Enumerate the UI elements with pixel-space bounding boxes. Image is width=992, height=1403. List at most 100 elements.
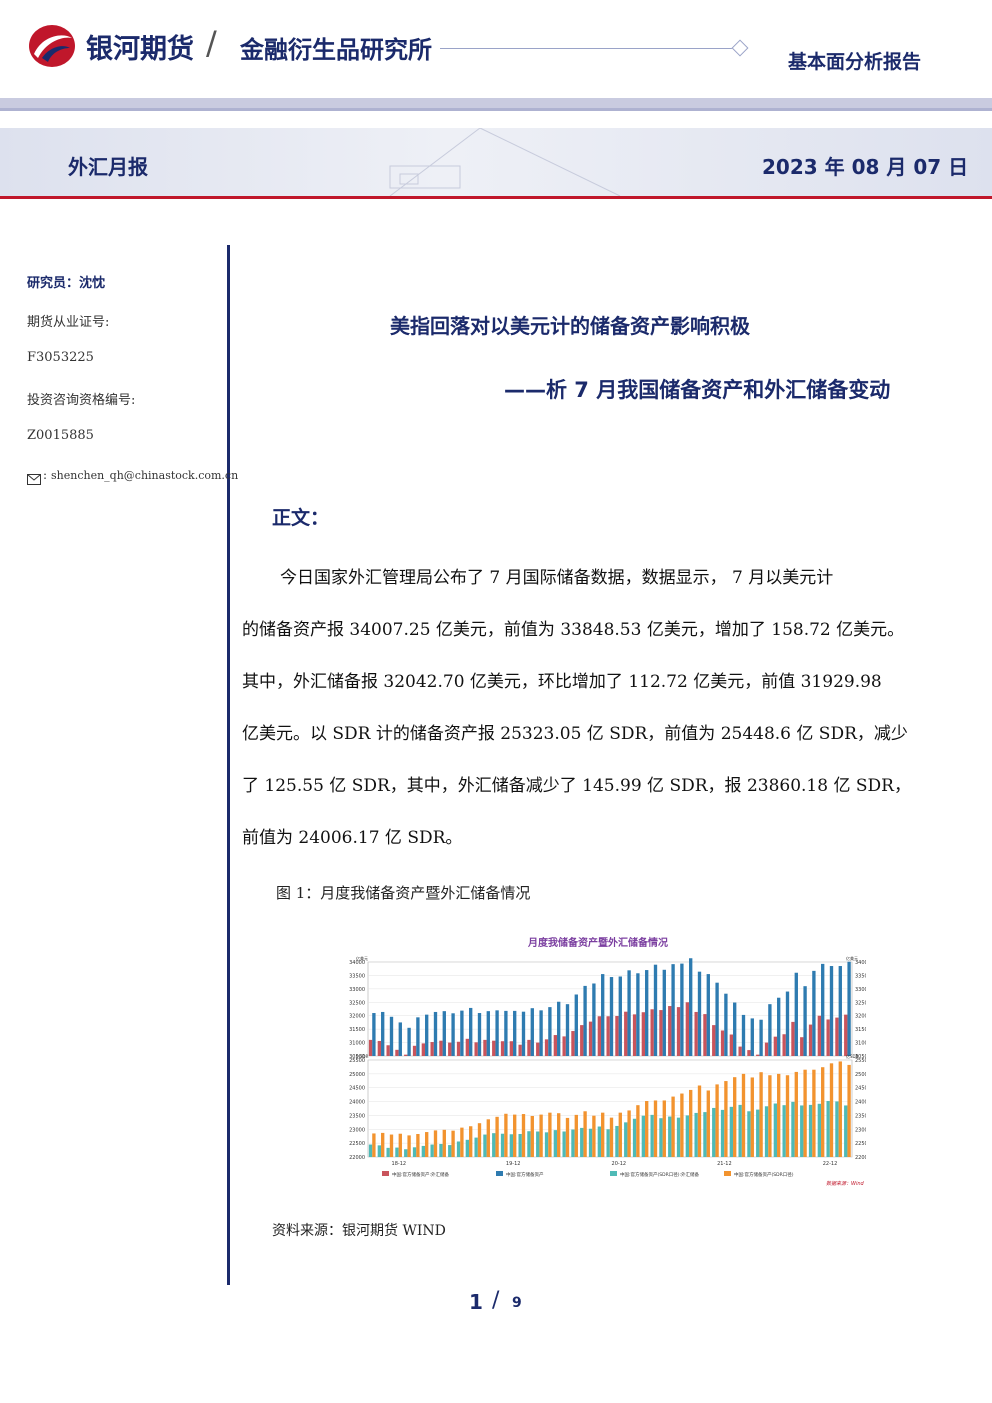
- diamond-icon: [731, 39, 749, 57]
- usd-panel-bar-b: [592, 983, 596, 1056]
- usd-panel-bar-a: [588, 1021, 593, 1056]
- sdr-panel-bar-a: [756, 1109, 760, 1157]
- usd-panel-bar-a: [747, 1050, 751, 1056]
- x-tick-label: 19-12: [506, 1161, 521, 1167]
- sdr-panel-bar-b: [733, 1077, 737, 1157]
- sdr-panel-bar-a: [826, 1101, 830, 1157]
- usd-panel-bar-b: [803, 986, 807, 1056]
- usd-panel-ytick-left: 33000: [349, 987, 365, 993]
- usd-panel-bar-b: [469, 1007, 473, 1056]
- sdr-panel-bar-a: [509, 1134, 514, 1157]
- usd-panel-bar-b: [460, 1010, 464, 1056]
- company-logo: [28, 24, 76, 68]
- sdr-panel-bar-b: [565, 1117, 570, 1157]
- x-tick-label: 20-12: [612, 1161, 627, 1167]
- sdr-panel-ytick-right: 22500: [855, 1141, 866, 1147]
- usd-panel-bar-a: [694, 1011, 698, 1056]
- article-subtitle: ——析 7 月我国储备资产和外汇储备变动: [504, 378, 891, 402]
- sdr-panel-bar-b: [680, 1093, 684, 1157]
- legend-label: 中国:官方储备资产:外汇储备: [392, 1171, 450, 1178]
- usd-panel-bar-a: [650, 1009, 654, 1056]
- usd-panel-ytick-left: 34000: [349, 960, 365, 966]
- usd-panel-bar-a: [430, 1042, 434, 1056]
- sdr-panel-bar-b: [829, 1063, 834, 1157]
- usd-panel-bar-b: [680, 963, 684, 1056]
- sdr-panel-bar-b: [697, 1085, 702, 1157]
- usd-panel-bar-a: [685, 1002, 690, 1056]
- usd-panel-ytick-right: 34000: [855, 960, 866, 966]
- usd-panel-ytick-left: 30500: [349, 1054, 365, 1060]
- usd-panel-bar-b: [618, 976, 622, 1056]
- usd-panel-bar-b: [653, 964, 658, 1056]
- x-tick-label: 21-12: [717, 1161, 732, 1167]
- sdr-panel-bar-b: [398, 1133, 402, 1157]
- sdr-panel-bar-a: [474, 1137, 478, 1157]
- usd-panel-bar-b: [662, 969, 666, 1056]
- sdr-panel-ytick-left: 24000: [349, 1100, 365, 1106]
- usd-panel-bar-a: [817, 1015, 822, 1056]
- body-line: 其中，外汇储备报 32042.70 亿美元，环比增加了 112.72 亿美元，前…: [242, 672, 882, 692]
- usd-panel-bar-b: [398, 1022, 402, 1056]
- usd-panel-bar-b: [389, 1016, 394, 1056]
- sdr-panel-bar-b: [671, 1096, 675, 1157]
- header-rule: [440, 48, 732, 49]
- usd-panel-bar-b: [477, 1013, 482, 1056]
- usd-panel-bar-b: [583, 985, 587, 1056]
- sdr-panel-bar-b: [513, 1114, 517, 1157]
- page-number: 1: [469, 1290, 483, 1314]
- sdr-panel-bar-a: [412, 1147, 417, 1157]
- sdr-panel-bar-a: [738, 1104, 742, 1157]
- chart-source-watermark: 数据来源：Wind: [826, 1180, 865, 1187]
- sdr-panel-ytick-right: 25500: [855, 1058, 866, 1064]
- sdr-panel-bar-b: [574, 1114, 578, 1157]
- usd-panel-bar-b: [601, 974, 605, 1056]
- license-label: 期货从业证号:: [27, 315, 110, 330]
- header-bar-shade: [0, 108, 992, 111]
- sdr-panel-bar-a: [808, 1104, 813, 1157]
- sdr-panel-bar-b: [592, 1115, 596, 1157]
- usd-panel-bar-a: [615, 1015, 619, 1056]
- usd-panel-bar-a: [764, 1042, 769, 1056]
- usd-panel-ytick-left: 33500: [349, 973, 365, 979]
- usd-panel-ytick-right: 31500: [855, 1027, 866, 1033]
- usd-panel-bar-a: [729, 1034, 734, 1056]
- x-tick-label: 18-12: [392, 1161, 407, 1167]
- sdr-panel-bar-a: [729, 1106, 734, 1157]
- sdr-panel-bar-a: [562, 1131, 566, 1157]
- usd-panel-bar-b: [495, 1010, 499, 1056]
- usd-panel-bar-a: [782, 1034, 786, 1056]
- sdr-panel-bar-b: [521, 1114, 526, 1157]
- sdr-panel-bar-a: [615, 1125, 619, 1157]
- usd-panel-bar-a: [571, 1031, 575, 1056]
- sdr-panel-bar-a: [800, 1105, 804, 1157]
- sdr-panel-bar-a: [404, 1149, 408, 1157]
- usd-panel-bar-a: [483, 1039, 487, 1056]
- sdr-panel-ytick-right: 23000: [855, 1127, 866, 1133]
- sdr-panel-bar-a: [527, 1131, 531, 1157]
- report-date: 2023 年 08 月 07 日: [762, 155, 969, 179]
- sdr-panel-bar-a: [544, 1132, 549, 1157]
- sdr-panel-bar-b: [838, 1061, 842, 1157]
- usd-panel-bar-b: [548, 1007, 552, 1056]
- usd-panel-bar-a: [676, 1007, 681, 1056]
- usd-panel-bar-a: [448, 1042, 452, 1056]
- usd-panel-bar-b: [733, 1002, 737, 1056]
- sdr-panel-bar-b: [645, 1101, 649, 1157]
- usd-panel-bar-b: [794, 972, 798, 1056]
- body-line: 的储备资产报 34007.25 亿美元，前值为 33848.53 亿美元，增加了…: [242, 620, 905, 640]
- usd-panel-bar-a: [465, 1038, 470, 1056]
- sdr-panel-bar-a: [536, 1131, 540, 1157]
- usd-panel-ytick-right: 32500: [855, 1000, 866, 1006]
- sdr-panel-bar-a: [456, 1141, 461, 1157]
- usd-panel-bar-a: [668, 1006, 672, 1056]
- sdr-panel-bar-b: [636, 1105, 640, 1157]
- sdr-panel-ytick-left: 23500: [349, 1113, 365, 1119]
- usd-panel-bar-a: [738, 1046, 742, 1056]
- mail-icon: [27, 470, 41, 489]
- usd-panel-bar-b: [513, 1010, 517, 1056]
- usd-panel-bar-b: [372, 1013, 376, 1056]
- sdr-panel-bar-b: [724, 1081, 728, 1157]
- usd-panel-bar-b: [565, 1004, 570, 1056]
- usd-panel-bar-a: [492, 1040, 496, 1056]
- email-link[interactable]: shenchen_qh@chinastock.com.cn: [51, 469, 239, 482]
